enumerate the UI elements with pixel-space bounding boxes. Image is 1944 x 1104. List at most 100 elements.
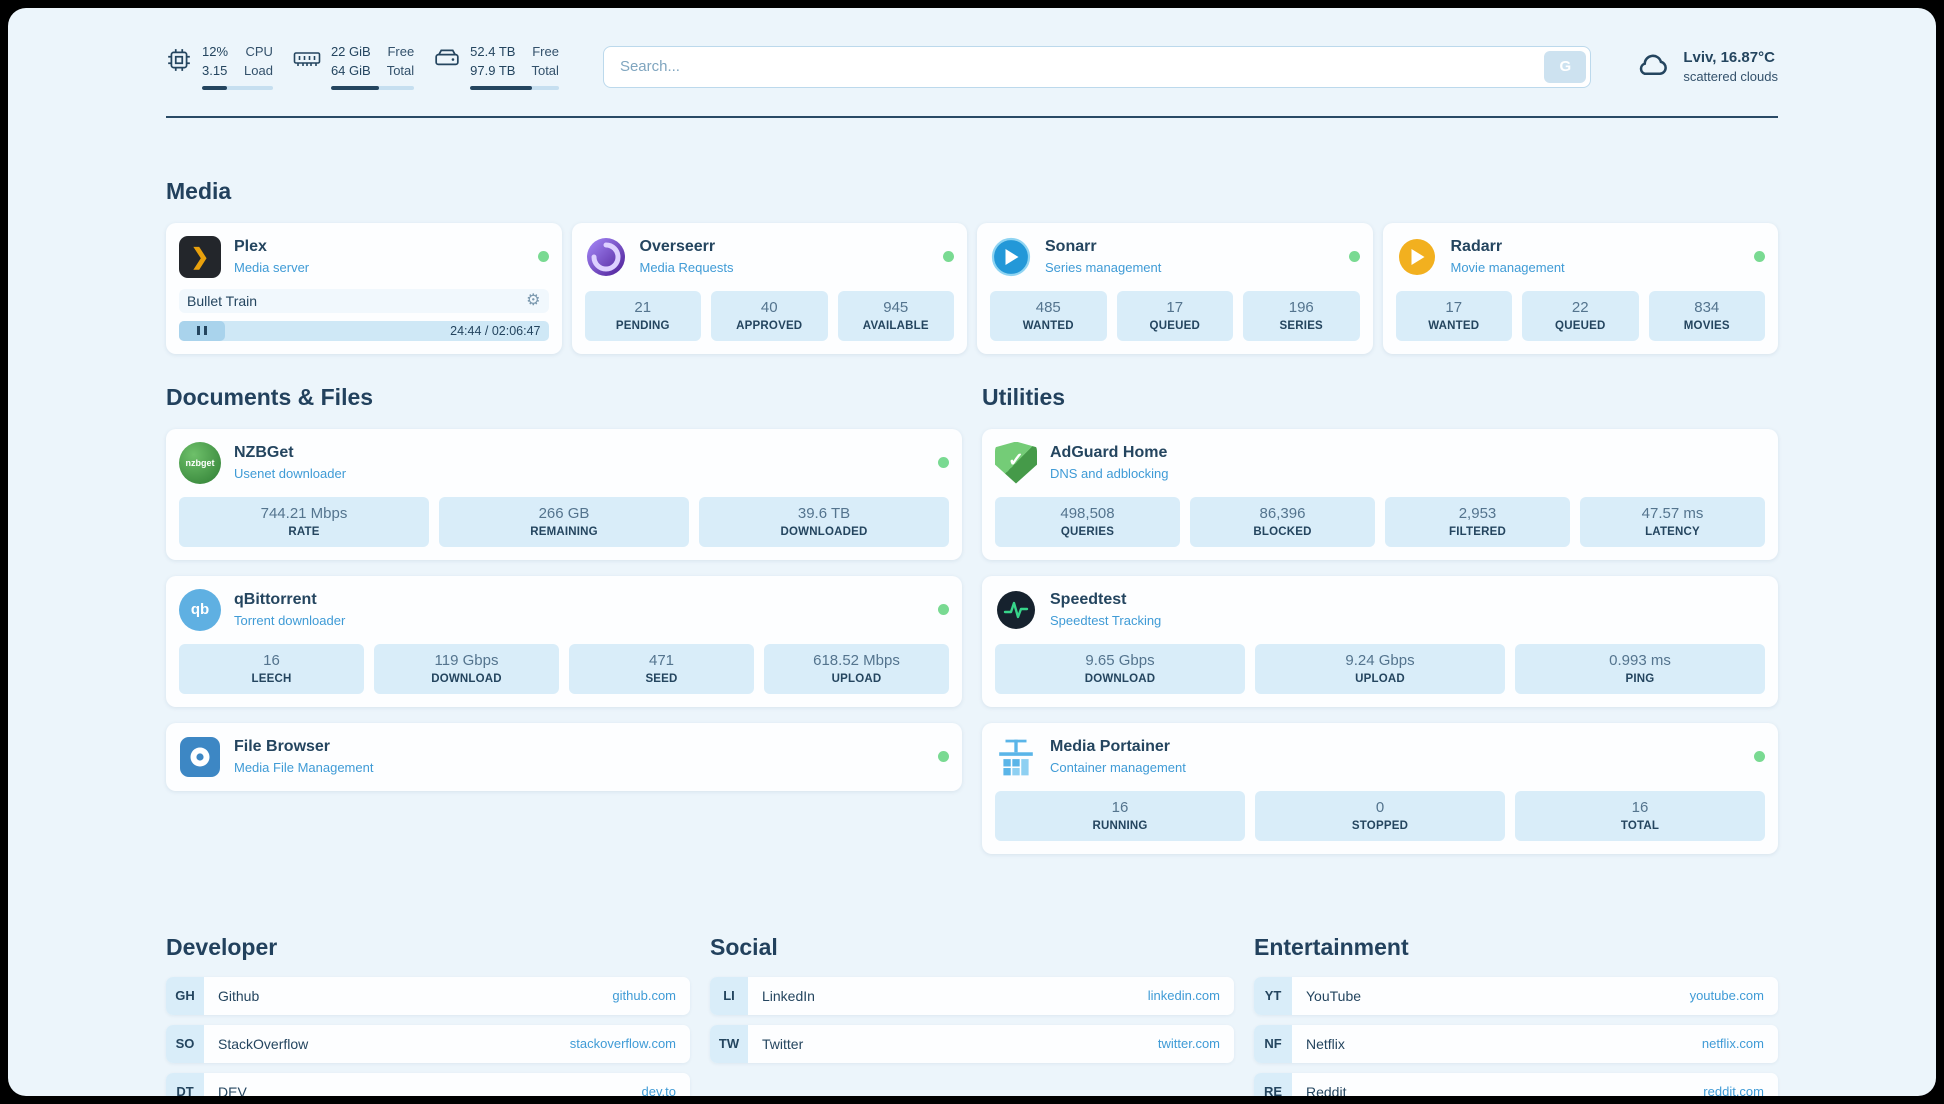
weather-location: Lviv, 16.87°C <box>1683 49 1775 67</box>
system-metrics: 12% 3.15 CPU Load <box>166 44 559 90</box>
dev-icon: DT <box>166 1072 204 1096</box>
app-subtitle: Torrent downloader <box>234 613 346 628</box>
stat-queued: 22 QUEUED <box>1522 290 1639 341</box>
cpu-progress-fill <box>202 85 227 90</box>
stat-leech: 16 LEECH <box>179 643 364 694</box>
ram-progress-track <box>330 85 415 90</box>
cpu-load-value: 3.15 <box>202 63 228 79</box>
app-name: NZBGet <box>234 444 294 461</box>
ram-icon <box>293 47 321 90</box>
adguard-card[interactable]: ✓ AdGuard Home DNS and adblocking 498,50… <box>982 428 1778 560</box>
bookmark-netflix[interactable]: NF Netflix netflix.com <box>1254 1024 1778 1063</box>
bookmark-github[interactable]: GH Github github.com <box>166 976 690 1015</box>
developer-section-title: Developer <box>166 933 278 960</box>
bookmarks-grid: Developer GH Github github.com SO StackO… <box>166 933 1778 1097</box>
weather-condition: scattered clouds <box>1683 69 1778 85</box>
stat-pending: 21 PENDING <box>584 290 701 341</box>
weather-widget: Lviv, 16.87°C scattered clouds <box>1635 49 1778 84</box>
qbittorrent-card[interactable]: qb qBittorrent Torrent downloader 16 LEE… <box>166 575 962 707</box>
netflix-icon: NF <box>1254 1024 1292 1063</box>
disk-label-1: Free <box>532 44 559 59</box>
stat-queued: 17 QUEUED <box>1116 290 1233 341</box>
disk-icon <box>434 47 460 90</box>
status-online-dot <box>537 251 549 262</box>
stat-latency: 47.57 ms LATENCY <box>1580 496 1765 547</box>
gear-icon[interactable]: ⚙ <box>526 291 541 309</box>
search-input[interactable] <box>602 45 1592 88</box>
app-name: Overseerr <box>639 238 716 255</box>
status-online-dot <box>943 251 954 262</box>
stackoverflow-icon: SO <box>166 1024 204 1063</box>
developer-bookmarks: Developer GH Github github.com SO StackO… <box>166 933 690 1096</box>
plex-card[interactable]: ❯ Plex Media server Bullet Train ⚙ <box>166 222 562 354</box>
playback-progress-bar[interactable]: 24:44 / 02:06:47 <box>179 320 549 341</box>
cpu-progress-track <box>202 85 273 90</box>
stat-remaining: 266 GB REMAINING <box>439 496 689 547</box>
status-online-dot <box>1754 751 1765 762</box>
stat-movies: 834 MOVIES <box>1648 290 1765 341</box>
bookmark-twitter[interactable]: TW Twitter twitter.com <box>710 1024 1234 1063</box>
top-bar: 12% 3.15 CPU Load <box>166 44 1778 90</box>
app-name: Media Portainer <box>1050 738 1171 755</box>
portainer-card[interactable]: Media Portainer Container management 16 … <box>982 722 1778 854</box>
app-subtitle: Movie management <box>1450 260 1565 275</box>
stat-ping: 0.993 ms PING <box>1515 643 1765 694</box>
search-engine-button[interactable]: G <box>1544 50 1587 83</box>
app-name: Plex <box>234 238 267 255</box>
pause-icon[interactable] <box>179 320 225 341</box>
filebrowser-icon <box>179 736 221 778</box>
stat-upload: 9.24 Gbps UPLOAD <box>1255 643 1505 694</box>
stat-filtered: 2,953 FILTERED <box>1385 496 1570 547</box>
disk-total-value: 97.9 TB <box>470 63 516 79</box>
radarr-card[interactable]: Radarr Movie management 17 WANTED 22 QUE… <box>1382 222 1778 354</box>
utilities-section-title: Utilities <box>982 383 1066 410</box>
dashboard-content: 12% 3.15 CPU Load <box>166 8 1778 1096</box>
sonarr-card[interactable]: Sonarr Series management 485 WANTED 17 Q… <box>977 222 1373 354</box>
linkedin-icon: LI <box>710 976 748 1015</box>
ram-free-value: 22 GiB <box>330 44 371 59</box>
disk-progress-fill <box>470 85 533 90</box>
bookmark-linkedin[interactable]: LI LinkedIn linkedin.com <box>710 976 1234 1015</box>
overseerr-card[interactable]: Overseerr Media Requests 21 PENDING 40 A… <box>571 222 967 354</box>
ram-total-value: 64 GiB <box>330 63 371 79</box>
app-subtitle: DNS and adblocking <box>1050 466 1169 481</box>
speedtest-icon <box>995 589 1037 631</box>
media-section-title: Media <box>166 177 232 204</box>
nzbget-card[interactable]: nzbget NZBGet Usenet downloader 744.21 M… <box>166 428 962 560</box>
stat-downloaded: 39.6 TB DOWNLOADED <box>699 496 949 547</box>
cpu-metric: 12% 3.15 CPU Load <box>166 44 273 90</box>
header-divider <box>166 115 1778 118</box>
stat-download: 119 Gbps DOWNLOAD <box>374 643 559 694</box>
bookmark-dev[interactable]: DT DEV dev.to <box>166 1072 690 1096</box>
middle-columns: Documents & Files nzbget NZBGet Usenet d… <box>166 384 1778 870</box>
youtube-icon: YT <box>1254 976 1292 1015</box>
speedtest-card[interactable]: Speedtest Speedtest Tracking 9.65 Gbps D… <box>982 575 1778 707</box>
app-name: Radarr <box>1450 238 1503 255</box>
app-subtitle: Media server <box>234 260 310 275</box>
app-subtitle: Media Requests <box>639 260 734 275</box>
bookmark-youtube[interactable]: YT YouTube youtube.com <box>1254 976 1778 1015</box>
status-online-dot <box>1754 251 1765 262</box>
nzbget-icon: nzbget <box>179 441 221 484</box>
stat-wanted: 17 WANTED <box>1395 290 1512 341</box>
bookmark-stackoverflow[interactable]: SO StackOverflow stackoverflow.com <box>166 1024 690 1063</box>
cpu-label-1: CPU <box>245 44 273 59</box>
disk-metric: 52.4 TB 97.9 TB Free Total <box>434 44 559 90</box>
app-name: File Browser <box>234 738 331 755</box>
app-name: AdGuard Home <box>1050 444 1168 461</box>
bookmark-reddit[interactable]: RE Reddit reddit.com <box>1254 1072 1778 1096</box>
stat-running: 16 RUNNING <box>995 790 1245 841</box>
ram-label-1: Free <box>387 44 415 59</box>
stat-stopped: 0 STOPPED <box>1255 790 1505 841</box>
documents-section-title: Documents & Files <box>166 383 374 410</box>
overseerr-icon <box>585 236 627 278</box>
stat-download: 9.65 Gbps DOWNLOAD <box>995 643 1245 694</box>
sonarr-icon <box>990 236 1032 278</box>
app-name: Speedtest <box>1050 591 1127 608</box>
social-bookmarks: Social LI LinkedIn linkedin.com TW Twitt… <box>710 934 1234 1097</box>
filebrowser-card[interactable]: File Browser Media File Management <box>166 722 962 791</box>
dashboard-screen: 12% 3.15 CPU Load <box>8 8 1936 1096</box>
social-section-title: Social <box>710 933 778 960</box>
stat-wanted: 485 WANTED <box>990 290 1107 341</box>
qbittorrent-icon: qb <box>179 588 221 631</box>
